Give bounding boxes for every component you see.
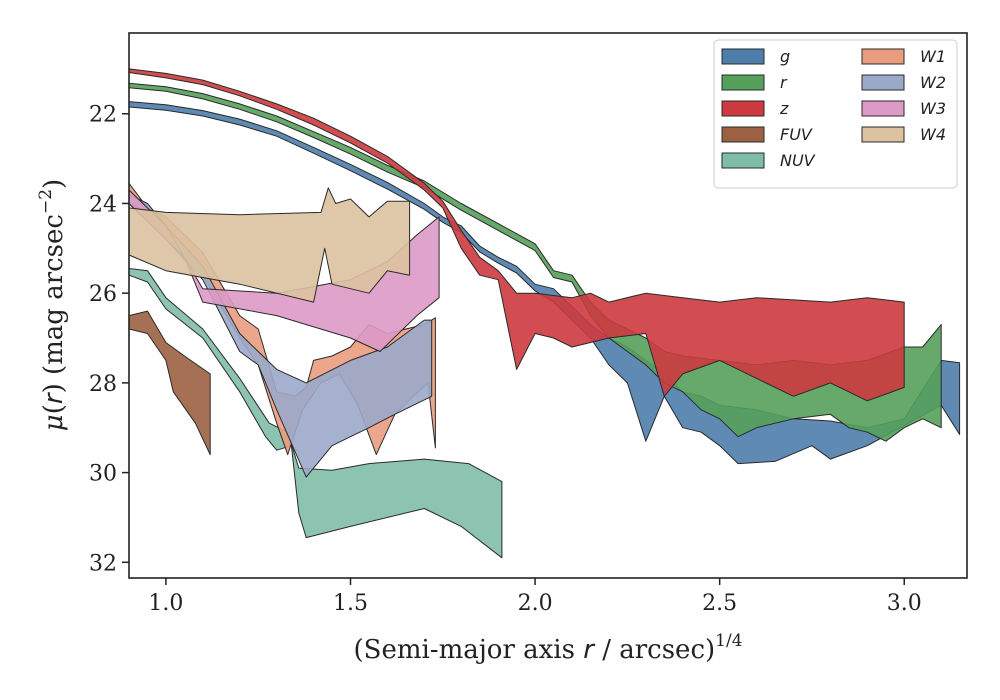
legend-swatch-fuv <box>721 126 765 143</box>
legend-label-r: r <box>780 73 788 92</box>
band-r <box>128 82 942 442</box>
x-tick-label: 3.0 <box>887 591 922 616</box>
x-tick-label: 2.5 <box>702 591 737 616</box>
legend-swatch-nuv <box>721 152 765 169</box>
legend-swatch-w1 <box>861 48 905 65</box>
legend-label-nuv: NUV <box>780 151 816 170</box>
legend-swatch-w3 <box>861 100 905 117</box>
y-tick-label: 26 <box>89 282 117 307</box>
plot-frame <box>128 32 968 579</box>
bands-layer <box>128 68 961 559</box>
y-tick-label: 22 <box>89 103 117 128</box>
y-tick-label: 24 <box>89 192 117 217</box>
legend: grz FUV NUV W1 W2 W3 W4 <box>713 39 958 189</box>
x-tick-label: 1.5 <box>333 591 368 616</box>
legend-swatch-z <box>721 100 765 117</box>
y-tick-label: 30 <box>89 462 117 487</box>
legend-swatch-w4 <box>861 126 905 143</box>
legend-label-w3: W3 <box>920 99 946 118</box>
legend-swatch-w2 <box>861 74 905 91</box>
legend-label-w4: W4 <box>920 125 946 144</box>
x-axis-label: (Semi-major axis r / arcsec)1/4 <box>353 631 742 665</box>
band-w4 <box>128 187 411 303</box>
band-fuv <box>128 310 211 456</box>
band-w2 <box>128 194 433 478</box>
legend-label-fuv: FUV <box>780 125 813 144</box>
legend-label-g: g <box>780 47 790 66</box>
legend-label-w2: W2 <box>920 73 946 92</box>
y-tick-label: 32 <box>89 551 117 576</box>
legend-label-z: z <box>779 99 789 118</box>
band-z <box>128 68 905 402</box>
band-nuv <box>128 268 503 559</box>
y-axis-label: μ(r) (mag arcsec−2) <box>36 179 69 431</box>
x-axis-ticks: 1.0 1.5 2.0 2.5 3.0 <box>148 578 922 616</box>
y-tick-label: 28 <box>89 372 117 397</box>
legend-swatch-r <box>721 74 765 91</box>
x-tick-label: 2.0 <box>518 591 553 616</box>
x-tick-label: 1.0 <box>148 591 183 616</box>
legend-label-w1: W1 <box>920 47 946 66</box>
legend-swatch-g <box>721 48 765 65</box>
y-axis-ticks: 22 24 26 28 30 32 <box>89 103 129 576</box>
